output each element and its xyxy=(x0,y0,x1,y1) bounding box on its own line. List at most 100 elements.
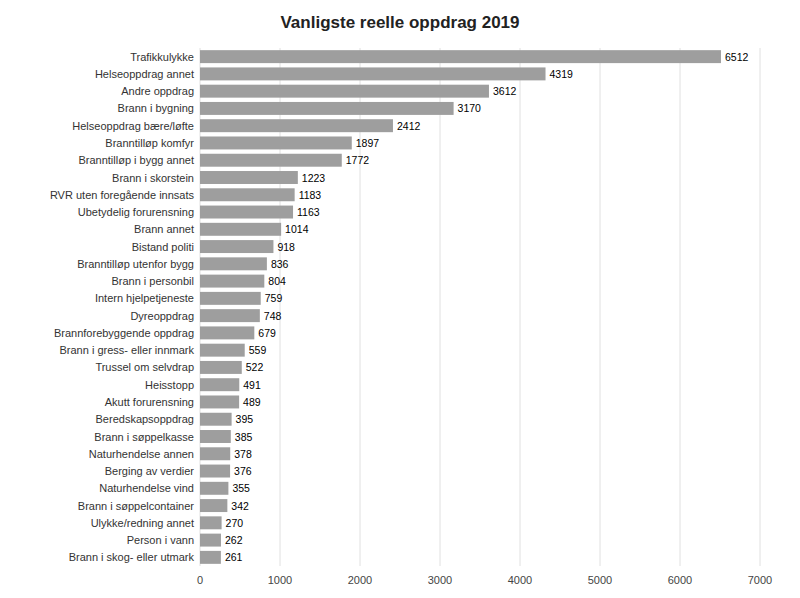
category-label: Trussel om selvdrap xyxy=(95,361,194,373)
category-label: Berging av verdier xyxy=(105,465,195,477)
data-label: 2412 xyxy=(397,120,421,132)
bar xyxy=(200,378,239,391)
data-label: 559 xyxy=(249,344,267,356)
category-label: Trafikkulykke xyxy=(130,51,194,63)
tick-label: 0 xyxy=(197,574,203,586)
chart-title: Vanligste reelle oppdrag 2019 xyxy=(280,13,519,32)
data-label: 1183 xyxy=(299,189,322,201)
category-label: Brann i skog- eller utmark xyxy=(69,551,195,563)
data-label: 378 xyxy=(234,448,252,460)
category-label: Ulykke/redning annet xyxy=(91,517,194,529)
grid-line xyxy=(600,48,601,566)
tick-label: 7000 xyxy=(748,574,772,586)
category-label: Brann annet xyxy=(134,223,194,235)
data-label: 4319 xyxy=(550,68,574,80)
data-label: 262 xyxy=(225,534,243,546)
category-label: Intern hjelpetjeneste xyxy=(95,292,194,304)
category-label: Dyreoppdrag xyxy=(130,310,194,322)
bar xyxy=(200,292,261,305)
bar xyxy=(200,275,264,288)
bar xyxy=(200,206,293,219)
category-label: Brann i skorstein xyxy=(112,172,194,184)
bar xyxy=(200,413,232,426)
bar xyxy=(200,136,352,149)
category-label: Brannforebyggende oppdrag xyxy=(54,327,194,339)
data-label: 1014 xyxy=(285,223,309,235)
category-label: Brann i bygning xyxy=(118,102,194,114)
bar xyxy=(200,516,222,529)
data-label: 1897 xyxy=(356,137,380,149)
category-label: Person i vann xyxy=(127,534,194,546)
bar xyxy=(200,326,254,339)
data-label: 491 xyxy=(243,379,261,391)
bar xyxy=(200,50,721,63)
data-label: 261 xyxy=(225,551,243,563)
category-label: Bistand politi xyxy=(132,241,194,253)
data-label: 489 xyxy=(243,396,261,408)
bar xyxy=(200,102,454,115)
tick-label: 4000 xyxy=(508,574,532,586)
category-label: Naturhendelse vind xyxy=(99,482,194,494)
category-label: Akutt forurensning xyxy=(105,396,194,408)
tick-label: 5000 xyxy=(588,574,612,586)
tick-label: 6000 xyxy=(668,574,692,586)
bar xyxy=(200,534,221,547)
category-label: Brann i personbil xyxy=(111,275,194,287)
category-label: Helseoppdrag annet xyxy=(95,68,194,80)
bar xyxy=(200,188,295,201)
bar xyxy=(200,257,267,270)
bar xyxy=(200,309,260,322)
data-label: 1772 xyxy=(346,154,370,166)
bar xyxy=(200,344,245,357)
data-label: 1223 xyxy=(302,172,326,184)
data-label: 1163 xyxy=(297,206,320,218)
data-label: 342 xyxy=(231,500,249,512)
bar xyxy=(200,482,228,495)
data-label: 918 xyxy=(277,241,295,253)
data-label: 376 xyxy=(234,465,252,477)
category-label: Brann i søppelcontainer xyxy=(78,500,195,512)
data-label: 836 xyxy=(271,258,289,270)
bar xyxy=(200,154,342,167)
category-label: Brann i gress- eller innmark xyxy=(60,344,195,356)
category-label: Branntilløp komfyr xyxy=(105,137,194,149)
bar xyxy=(200,499,227,512)
bar xyxy=(200,223,281,236)
bar xyxy=(200,361,242,374)
bar xyxy=(200,119,393,132)
category-label: Naturhendelse annen xyxy=(89,448,194,460)
grid-line xyxy=(520,48,521,566)
bar xyxy=(200,85,489,98)
category-label: Branntilløp i bygg annet xyxy=(78,154,194,166)
bar xyxy=(200,67,546,80)
tick-label: 2000 xyxy=(348,574,372,586)
grid-line xyxy=(680,48,681,566)
bar xyxy=(200,430,231,443)
data-label: 270 xyxy=(226,517,244,529)
category-label: Branntilløp utenfor bygg xyxy=(77,258,194,270)
grid-line xyxy=(760,48,761,566)
data-label: 395 xyxy=(236,413,254,425)
category-label: Brann i søppelkasse xyxy=(94,431,194,443)
background xyxy=(0,0,800,598)
data-label: 804 xyxy=(268,275,286,287)
category-label: Beredskapsoppdrag xyxy=(96,413,194,425)
data-labels: 2612622703423553763783853954894915225596… xyxy=(225,51,749,564)
tick-label: 3000 xyxy=(428,574,452,586)
category-label: Ubetydelig forurensning xyxy=(78,206,194,218)
data-label: 355 xyxy=(232,482,250,494)
bar xyxy=(200,551,221,564)
bar xyxy=(200,171,298,184)
tick-label: 1000 xyxy=(268,574,292,586)
data-label: 3170 xyxy=(458,102,482,114)
bar xyxy=(200,447,230,460)
grid-line xyxy=(440,48,441,566)
bars xyxy=(200,50,721,564)
bar xyxy=(200,395,239,408)
chart-svg: Vanligste reelle oppdrag 2019 0 1000 2000 30… xyxy=(0,0,800,598)
data-label: 522 xyxy=(246,361,264,373)
data-label: 748 xyxy=(264,310,282,322)
category-axis: Brann i skog- eller utmark Person i vann U… xyxy=(50,51,195,564)
data-label: 759 xyxy=(265,292,283,304)
grid xyxy=(200,48,760,566)
